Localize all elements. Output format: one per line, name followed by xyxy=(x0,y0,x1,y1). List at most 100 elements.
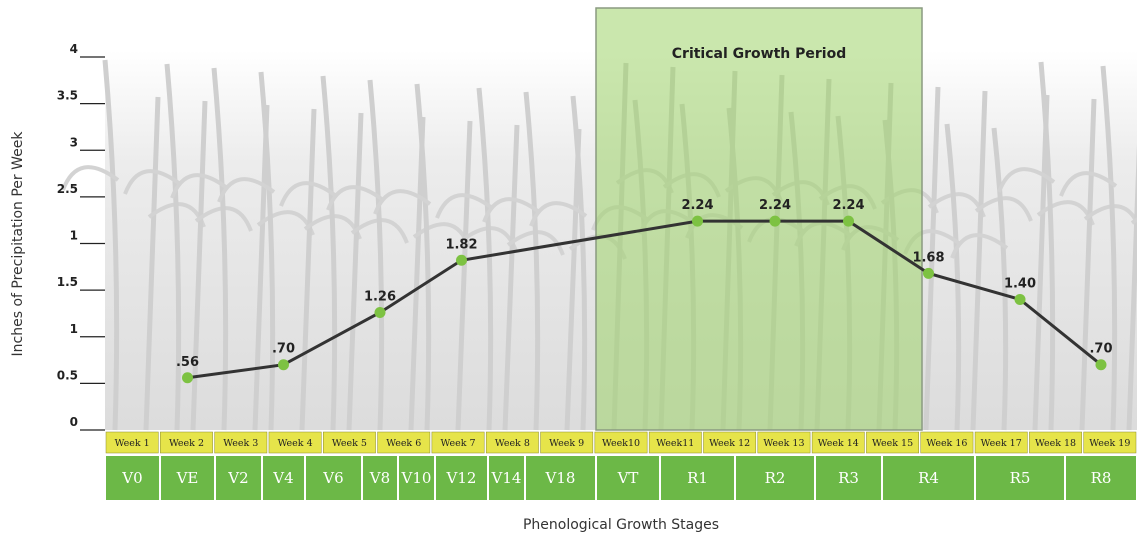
week-cell xyxy=(974,431,1028,454)
stalk xyxy=(502,124,520,431)
week-label: Week 16 xyxy=(926,438,967,449)
stage-label: R8 xyxy=(1091,469,1112,487)
stalk xyxy=(1038,61,1056,431)
corn-background xyxy=(61,59,1137,431)
stage-cell xyxy=(736,456,814,500)
leaf xyxy=(435,193,494,219)
stage-label: V4 xyxy=(272,469,293,487)
stalk xyxy=(1100,65,1118,431)
stage-label: VE xyxy=(176,469,199,487)
week-label: Week 15 xyxy=(872,438,913,449)
week-label: Week 4 xyxy=(278,438,313,449)
week-cell xyxy=(160,431,213,454)
leaf xyxy=(529,201,588,227)
stage-label: V6 xyxy=(322,469,343,487)
value-label: .70 xyxy=(272,342,295,357)
week-label: Week10 xyxy=(602,438,640,449)
week-cell xyxy=(377,431,431,454)
stage-cell xyxy=(263,456,304,500)
stalk xyxy=(102,59,120,431)
stage-cell xyxy=(661,456,734,500)
week-cell xyxy=(214,431,268,454)
stalk xyxy=(523,91,541,431)
week-cell xyxy=(920,431,974,454)
stage-label: R5 xyxy=(1010,469,1031,487)
week-cell xyxy=(485,431,539,454)
week-cell xyxy=(703,431,757,454)
leaf xyxy=(170,173,229,199)
stalk xyxy=(258,71,276,431)
leaf xyxy=(1059,171,1118,197)
stage-label: V0 xyxy=(121,469,142,487)
stage-cell xyxy=(436,456,487,500)
week-label: Week 1 xyxy=(115,438,150,449)
leaf xyxy=(350,218,409,244)
stalk xyxy=(570,95,588,431)
value-label: 1.68 xyxy=(912,250,944,265)
point xyxy=(692,215,703,227)
stalk xyxy=(970,90,988,431)
stalk xyxy=(164,63,182,431)
stage-cell xyxy=(161,456,214,500)
stage-label: V18 xyxy=(545,469,576,487)
y-tick-label: 2.5 xyxy=(57,182,78,196)
stage-label: VT xyxy=(617,469,639,487)
stalk xyxy=(190,100,208,431)
y-tick-label: 1 xyxy=(70,229,78,243)
value-label: 2.24 xyxy=(832,198,864,213)
line xyxy=(187,219,1102,380)
point xyxy=(843,215,854,227)
x-axis-title: Phenological Growth Stages xyxy=(523,517,719,533)
stage-cell xyxy=(106,456,159,500)
value-label: 2.24 xyxy=(759,198,791,213)
stage-label: R4 xyxy=(918,469,939,487)
week-label: Week 7 xyxy=(441,438,476,449)
stage-cell xyxy=(816,456,881,500)
week-label: Week 8 xyxy=(495,438,530,449)
stalk xyxy=(923,86,941,431)
point xyxy=(1014,293,1026,305)
stage-label: R1 xyxy=(687,469,708,487)
stage-label: V10 xyxy=(401,469,432,487)
week-label: Week 3 xyxy=(223,438,258,449)
y-tick-label: 3.5 xyxy=(57,89,78,103)
week-label: Week 5 xyxy=(332,438,367,449)
leaf xyxy=(950,233,1009,259)
week-label: Week 12 xyxy=(709,438,750,449)
stage-label: V2 xyxy=(227,469,248,487)
week-cell xyxy=(594,431,648,454)
leaf xyxy=(194,206,253,232)
week-label: Week 6 xyxy=(386,438,421,449)
value-label: 1.82 xyxy=(445,237,477,252)
week-cell xyxy=(323,431,376,454)
value-label: 1.40 xyxy=(1004,276,1036,291)
stalk xyxy=(944,123,962,431)
y-axis-title: Inches of Precipitation Per Week xyxy=(10,131,26,357)
point xyxy=(374,307,386,319)
y-tick-label: 1.5 xyxy=(57,275,78,289)
point xyxy=(278,359,289,371)
stalk xyxy=(143,96,161,431)
y-tick-label: 3 xyxy=(70,135,78,149)
stage-cell xyxy=(306,456,361,500)
critical-period xyxy=(595,7,923,431)
y-tick-label: 0 xyxy=(70,415,78,429)
point xyxy=(456,254,467,266)
stage-label: V14 xyxy=(491,469,522,487)
week-label: Week 13 xyxy=(763,438,804,449)
stalk xyxy=(1079,98,1097,431)
stage-label: R2 xyxy=(765,469,786,487)
week-label: Week 2 xyxy=(169,438,204,449)
stalk xyxy=(211,67,229,431)
point xyxy=(182,372,193,384)
stage-cell xyxy=(597,456,659,500)
stalk xyxy=(476,87,494,431)
week-cell xyxy=(1083,431,1137,454)
week-label: Week 14 xyxy=(818,438,859,449)
stage-cell xyxy=(363,456,397,500)
stalk xyxy=(320,75,338,431)
stalk xyxy=(367,79,385,431)
week-label: Week11 xyxy=(656,438,694,449)
